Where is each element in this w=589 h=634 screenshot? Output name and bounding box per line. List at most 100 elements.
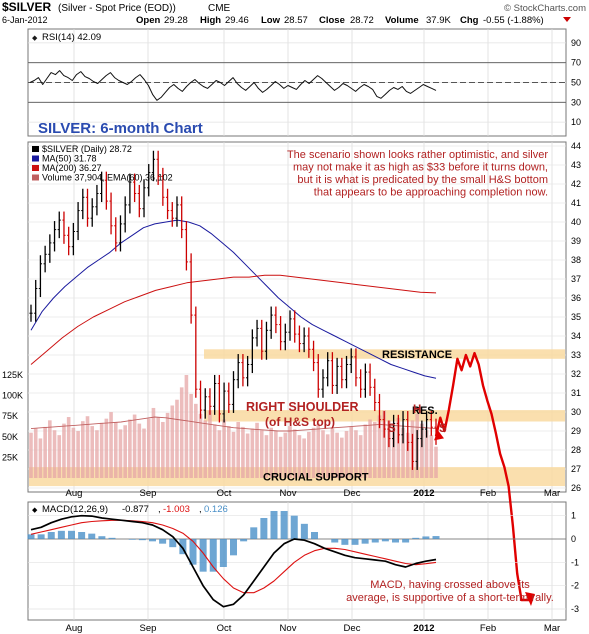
price-tick-label: 40 (571, 217, 581, 227)
volume-bar (90, 426, 95, 478)
volume-bar (29, 432, 33, 478)
price-x-label: Oct (217, 488, 232, 499)
price-tick-label: 43 (571, 160, 581, 170)
volume-bar (137, 423, 142, 478)
close-label: Close (319, 15, 345, 26)
macd-line (30, 514, 437, 608)
volume-bar (405, 432, 410, 478)
volume-bar (321, 430, 325, 478)
volume-bar (113, 421, 118, 478)
macd-hist-bar (78, 532, 86, 539)
price-x-label: 2012 (413, 488, 434, 499)
symbol-subtitle: (Silver - Spot Price (EOD)) (58, 3, 176, 14)
volume-bar (340, 437, 344, 478)
volume-bar (226, 426, 231, 478)
volume-bar (156, 417, 160, 478)
macd-hist-bar (280, 511, 288, 539)
high-value: 29.46 (225, 15, 249, 26)
macd-hist-bar (68, 530, 75, 539)
macd-x-label: Mar (544, 623, 560, 634)
macd-hist-bar (199, 539, 207, 572)
volume-bar (104, 418, 109, 478)
volume-bar (325, 434, 330, 478)
macd-hist-bar (179, 539, 187, 555)
price-tick-label: 28 (571, 445, 581, 455)
volume-value: 37.9K (426, 15, 451, 26)
volume-bar (57, 435, 62, 478)
volume-bar (203, 420, 208, 478)
volume-tick-label: 25K (2, 452, 18, 462)
price-x-label: Aug (66, 488, 83, 499)
price-tick-label: 31 (571, 388, 581, 398)
volume-bar (363, 424, 368, 478)
volume-bar (212, 424, 217, 478)
volume-ema-line (30, 416, 437, 432)
scenario-note: may not make it as high as $33 before it… (293, 162, 548, 174)
price-x-label: Sep (140, 488, 157, 499)
price-tick-label: 41 (571, 198, 581, 208)
volume-bar (377, 415, 382, 478)
macd-tick-label: 1 (571, 511, 576, 521)
volume-bar (358, 435, 363, 478)
volume-bar (38, 438, 43, 478)
left-shoulder-label: S (388, 423, 396, 435)
chg-value: -0.55 (-1.88%) (483, 15, 544, 26)
volume-bar (184, 375, 189, 478)
macd-x-label: Dec (344, 623, 361, 634)
macd-hist-bar (432, 536, 440, 539)
crucial-support-label: CRUCIAL SUPPORT (263, 472, 369, 484)
volume-bar (118, 429, 123, 478)
right-shoulder-label: RIGHT SHOULDER (246, 400, 359, 414)
macd-hist-bar (412, 537, 420, 539)
projection-arrow-line (434, 351, 530, 602)
close-value: 28.72 (350, 15, 374, 26)
volume-bar (175, 399, 179, 478)
macd-hist-bar (361, 539, 369, 544)
low-value: 28.57 (284, 15, 308, 26)
volume-tick-label: 75K (2, 411, 18, 421)
price-legend-swatch (32, 174, 39, 181)
macd-hist-bar (37, 534, 45, 539)
scenario-note: that appears to be approaching completio… (314, 187, 548, 199)
volume-bar (76, 431, 80, 478)
down-arrow-icon (563, 17, 571, 22)
volume-bar (123, 425, 127, 478)
volume-bar (297, 435, 302, 478)
volume-bar (151, 407, 156, 478)
volume-bar (292, 429, 297, 478)
price-legend-entry: MA(200) 36.27 (42, 163, 102, 173)
volume-bar (250, 428, 255, 478)
macd-hist-bar (402, 539, 410, 543)
head-label: H (413, 404, 421, 416)
macd-x-label: Aug (66, 623, 83, 634)
rsi-line (29, 70, 437, 101)
macd-hist-bar (392, 539, 399, 543)
volume-bar (43, 426, 47, 478)
open-label: Open (136, 15, 160, 26)
macd-x-label: Sep (140, 623, 157, 634)
volume-bar (165, 412, 170, 478)
price-tick-label: 30 (571, 407, 581, 417)
macd-hist-bar (341, 539, 349, 545)
volume-bar (335, 432, 339, 478)
macd-legend-sep1: , (158, 504, 161, 515)
macd-tick-label: 0 (571, 534, 576, 544)
price-legend-swatch (32, 146, 39, 152)
macd-hist-bar (149, 539, 156, 542)
volume-bar (288, 426, 292, 478)
macd-hist-bar (169, 539, 177, 548)
volume-bar (434, 446, 438, 478)
projection-arrow-start (434, 430, 444, 441)
macd-hist-bar (331, 539, 339, 543)
volume-bar (189, 393, 193, 478)
macd-hist-bar (138, 539, 146, 541)
volume-bar (33, 428, 38, 478)
symbol-title: $SILVER (2, 0, 51, 14)
header-svg: $SILVER (Silver - Spot Price (EOD)) CME … (2, 0, 586, 26)
macd-note: MACD, having crossed above its (370, 579, 530, 591)
price-tick-label: 39 (571, 236, 581, 246)
volume-tick-label: 125K (2, 370, 23, 380)
macd-hist-bar (108, 537, 116, 539)
price-tick-label: 42 (571, 179, 581, 189)
